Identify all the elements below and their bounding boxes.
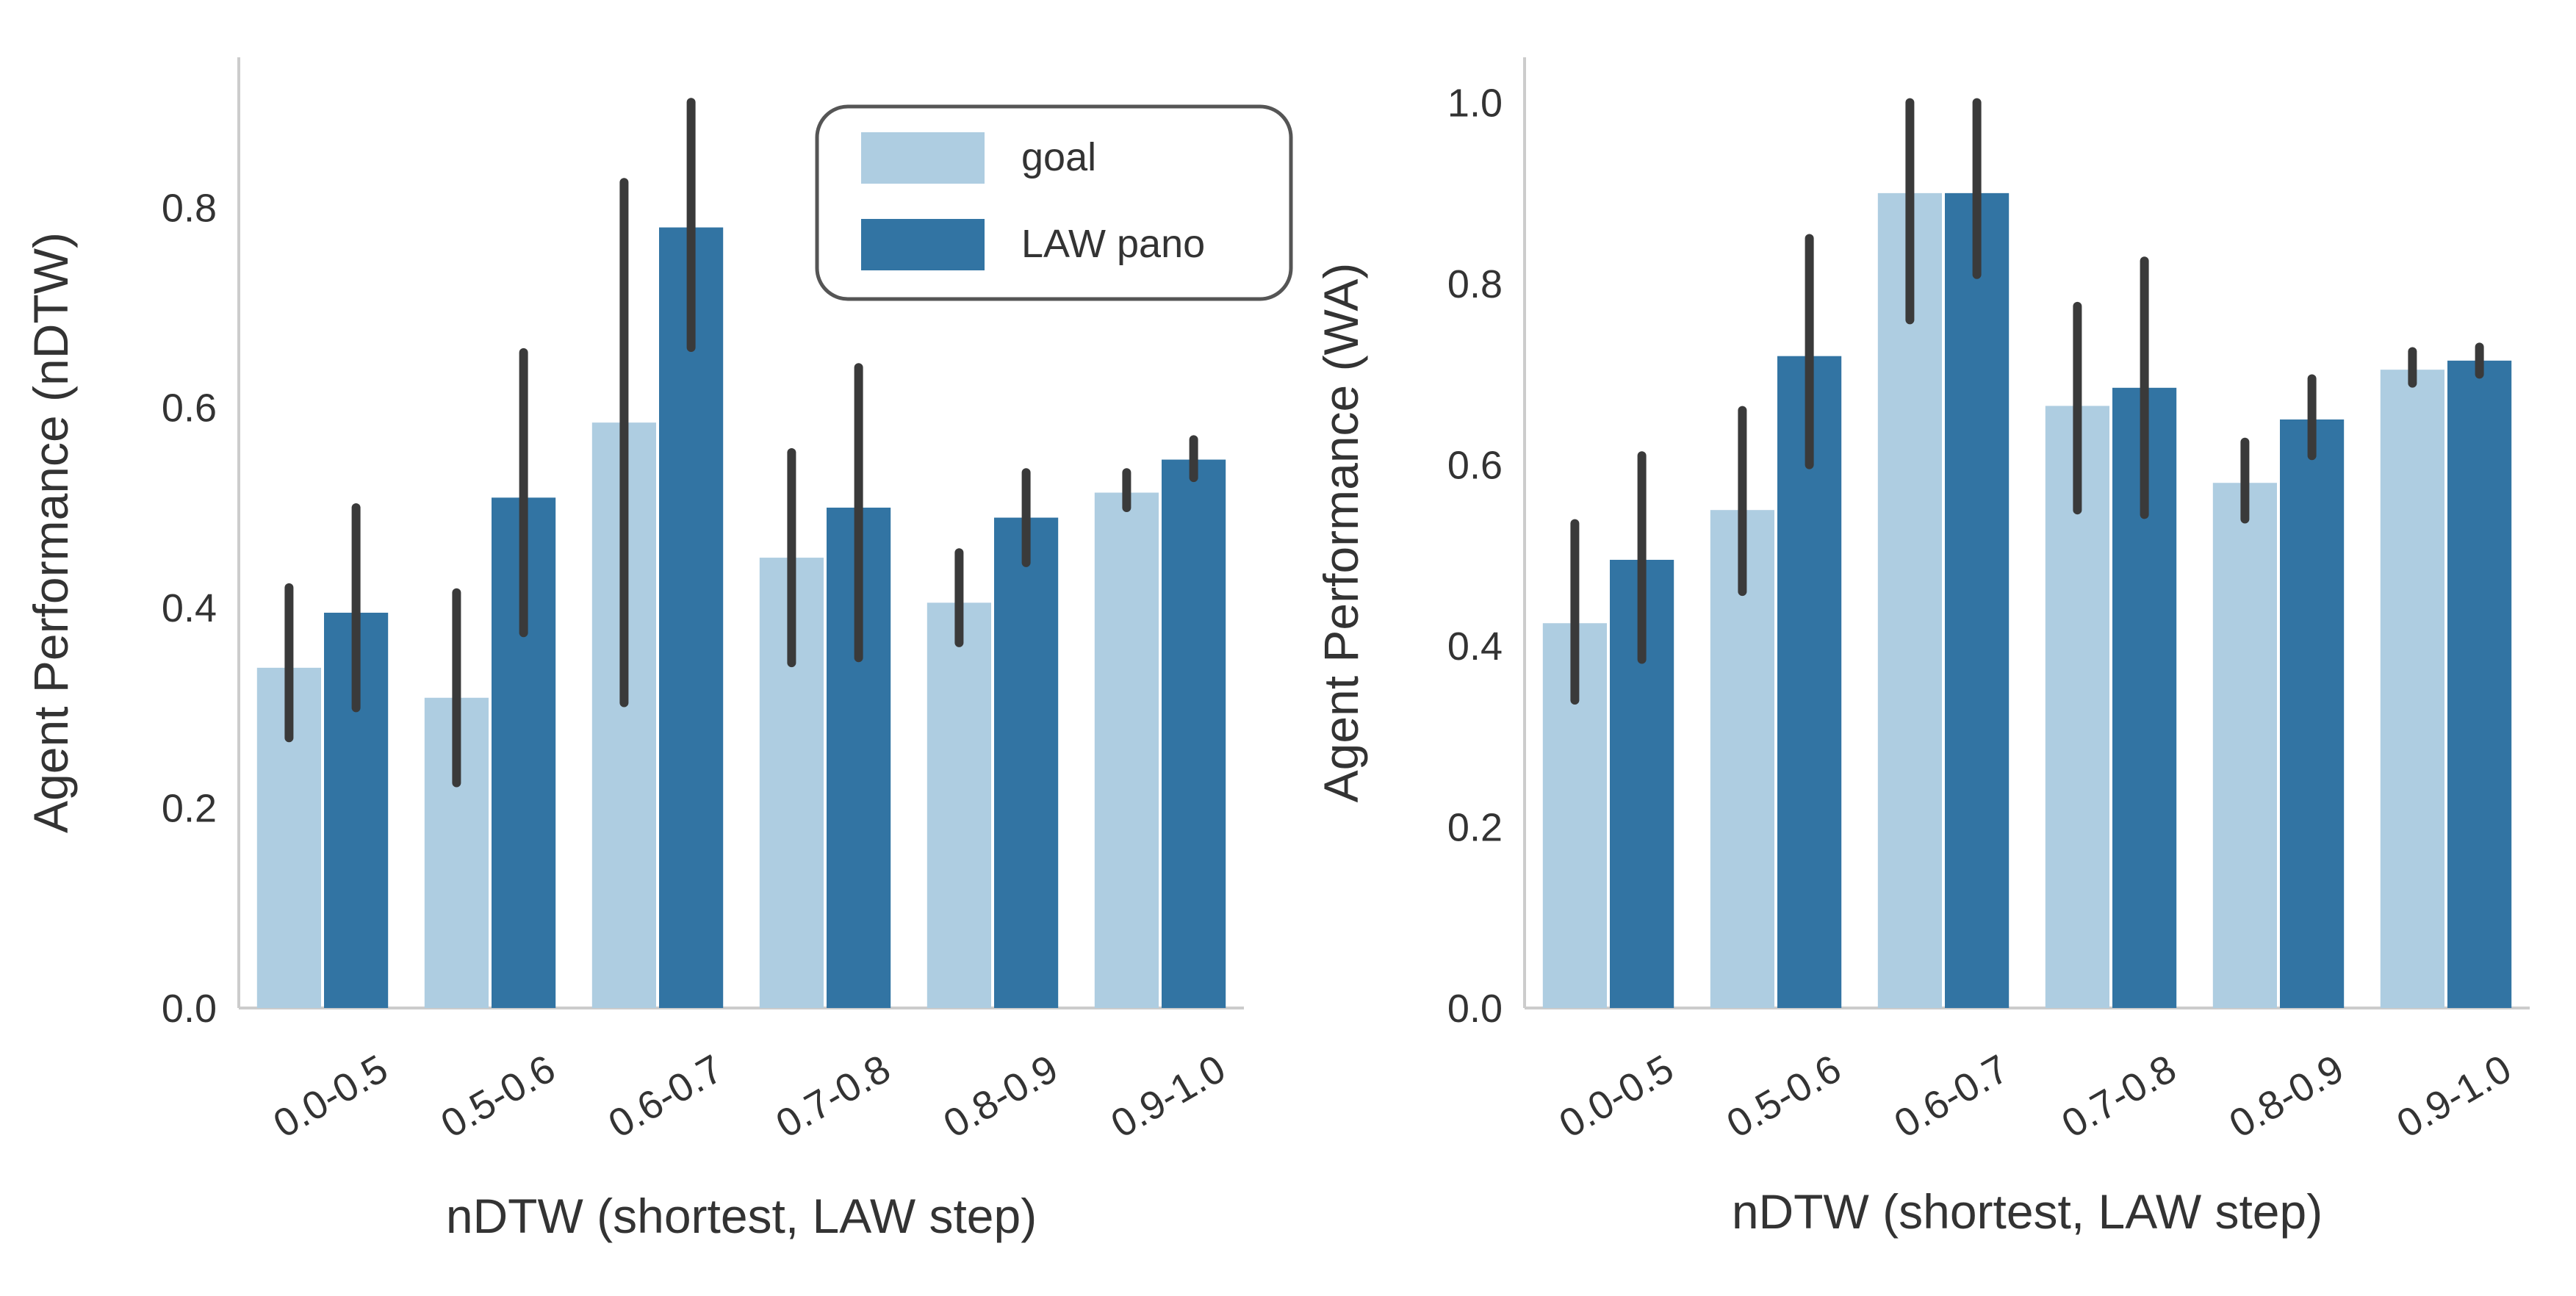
y-tick-label: 0.6 bbox=[1447, 444, 1503, 488]
x-tick-label: 0.7-0.8 bbox=[769, 1046, 898, 1146]
y-tick-label: 0.2 bbox=[162, 787, 217, 831]
legend-label: LAW pano bbox=[1021, 222, 1205, 266]
x-tick-label: 0.7-0.8 bbox=[2054, 1046, 2184, 1146]
x-axis-title: nDTW (shortest, LAW step) bbox=[1732, 1184, 2323, 1239]
x-tick-label: 0.6-0.7 bbox=[601, 1046, 730, 1146]
x-tick-label: 0.0-0.5 bbox=[1552, 1046, 1681, 1146]
bar-goal bbox=[2212, 483, 2277, 1008]
x-axis-title: nDTW (shortest, LAW step) bbox=[446, 1189, 1037, 1243]
y-axis-title: Agent Performance (nDTW) bbox=[24, 232, 78, 833]
chart-left-ndtw: 0.0 0.2 0.4 0.6 0.8 0.0-0.5 0.5-0.6 0.6-0.7 0.7-… bbox=[24, 57, 1293, 1243]
bar-law-pano bbox=[2447, 360, 2512, 1008]
bar-law-pano bbox=[1162, 459, 1226, 1008]
y-tick-label: 0.0 bbox=[162, 987, 217, 1031]
y-tick-label: 0.2 bbox=[1447, 806, 1503, 850]
x-tick-label: 0.0-0.5 bbox=[266, 1046, 395, 1146]
y-axis-title: Agent Performance (WA) bbox=[1314, 263, 1368, 803]
x-tick-label: 0.5-0.6 bbox=[1719, 1046, 1849, 1146]
bar-law-pano bbox=[994, 517, 1059, 1008]
legend-swatch bbox=[861, 132, 985, 184]
x-tick-label: 0.5-0.6 bbox=[433, 1046, 563, 1146]
chart-right-wa: 0.0 0.2 0.4 0.6 0.8 1.0 0.0-0.5 0.5-0.6 0.6-0.7 0… bbox=[1314, 57, 2530, 1239]
y-tick-label: 0.4 bbox=[162, 586, 217, 630]
x-tick-label: 0.9-1.0 bbox=[2389, 1046, 2519, 1146]
y-tick-label: 0.8 bbox=[162, 186, 217, 230]
x-tick-label: 0.6-0.7 bbox=[1887, 1046, 2016, 1146]
bar-law-pano bbox=[659, 227, 724, 1009]
x-tick-label: 0.8-0.9 bbox=[2222, 1046, 2351, 1146]
bar-law-pano bbox=[2280, 419, 2345, 1008]
bar-goal bbox=[2380, 370, 2444, 1009]
y-tick-label: 0.4 bbox=[1447, 624, 1503, 669]
y-tick-label: 0.0 bbox=[1447, 987, 1503, 1031]
y-tick-label: 0.6 bbox=[162, 386, 217, 431]
x-tick-label: 0.8-0.9 bbox=[936, 1046, 1065, 1146]
bar-law-pano bbox=[1945, 192, 2010, 1008]
bar-goal bbox=[927, 602, 991, 1008]
bar-goal bbox=[1877, 192, 1942, 1008]
legend: goal LAW pano bbox=[815, 104, 1293, 301]
x-tick-label: 0.9-1.0 bbox=[1104, 1046, 1233, 1146]
legend-swatch bbox=[861, 219, 985, 270]
y-tick-label: 0.8 bbox=[1447, 262, 1503, 306]
bar-goal bbox=[1094, 492, 1159, 1008]
legend-label: goal bbox=[1021, 135, 1096, 179]
y-tick-label: 1.0 bbox=[1447, 82, 1503, 126]
